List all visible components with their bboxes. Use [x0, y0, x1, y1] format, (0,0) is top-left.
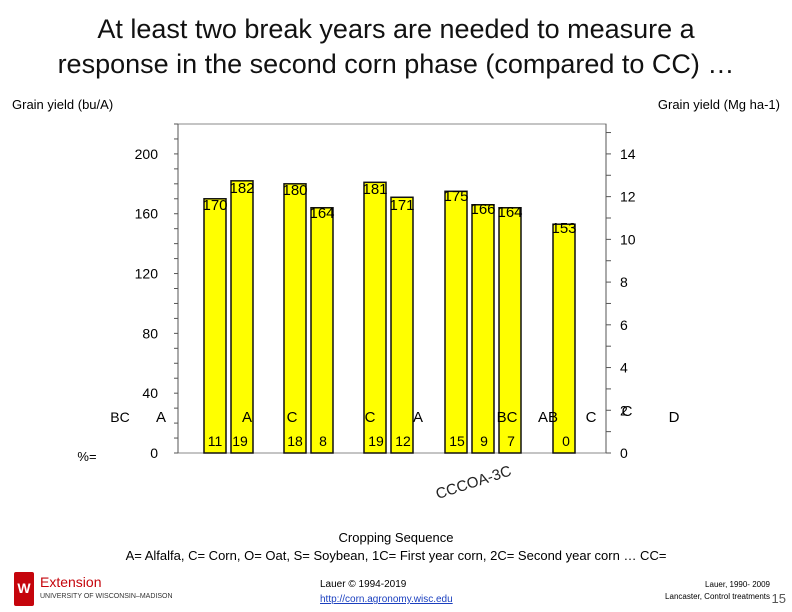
letters-row-label: BC — [110, 409, 129, 425]
value-label: 164 — [497, 204, 522, 221]
value-label: 181 — [362, 181, 387, 198]
significance-letter: A — [156, 409, 166, 426]
title-line-1: At least two break years are needed to m… — [97, 14, 695, 44]
percent-label: 8 — [319, 433, 327, 449]
crop-legend-text: A= Alfalfa, C= Corn, O= Oat, S= Soybean,… — [125, 548, 667, 563]
source-note-line-2: Lancaster, Control treatments — [665, 592, 770, 601]
percent-label: 7 — [507, 433, 515, 449]
bar-2 — [230, 180, 254, 454]
value-label: 182 — [229, 180, 254, 197]
y-right-tick-label: 4 — [620, 360, 628, 376]
percent-label: 15 — [449, 433, 465, 449]
right-axis-caption: Grain yield (Mg ha-1) — [657, 97, 780, 112]
y-right-tick-label: 0 — [620, 445, 628, 461]
bar-3 — [283, 183, 307, 454]
percent-label: 19 — [232, 433, 248, 449]
value-label: 180 — [282, 182, 307, 199]
y-right-tick-label: 14 — [620, 146, 636, 162]
significance-letter: BC — [497, 409, 518, 426]
bar-4 — [310, 206, 334, 454]
x-axis-title: Cropping Sequence — [338, 530, 454, 545]
value-label: 166 — [470, 201, 495, 218]
percent-label: 18 — [287, 433, 303, 449]
y-tick-label: 120 — [135, 266, 159, 282]
credit-link[interactable]: http://corn.agronomy.wisc.edu — [320, 594, 453, 605]
bar-9 — [498, 206, 522, 454]
credit-block: Lauer © 1994-2019 http://corn.agronomy.w… — [320, 577, 453, 607]
bar-5 — [363, 181, 387, 454]
percent-label: 0 — [562, 433, 570, 449]
y-right-tick-label: 12 — [620, 189, 636, 205]
significance-letter: C — [586, 409, 597, 426]
percent-label: 12 — [395, 433, 411, 449]
source-note-line-1: Lauer, 1990- 2009 — [705, 580, 770, 589]
y-right-tick-label: 8 — [620, 274, 628, 290]
significance-letter: A — [413, 409, 423, 426]
extension-logo: W Extension UNIVERSITY OF WISCONSIN–MADI… — [14, 572, 184, 610]
significance-letter: A — [242, 409, 252, 426]
uw-crest-icon — [14, 572, 34, 606]
percent-label: 11 — [208, 433, 223, 449]
percent-row-label: %= — [77, 449, 96, 464]
y-tick-label: 40 — [142, 385, 158, 401]
bar-6 — [390, 196, 414, 454]
logo-letter: W — [17, 580, 31, 596]
significance-letter: C — [622, 403, 633, 420]
org-name: Extension — [40, 574, 102, 590]
value-label: 170 — [202, 197, 227, 214]
percent-label: 19 — [368, 433, 384, 449]
credit-line: Lauer © 1994-2019 — [320, 579, 407, 590]
x-tick-label: CCCOA-3C — [434, 462, 514, 502]
y-tick-label: 0 — [150, 445, 158, 461]
bar-10 — [552, 223, 576, 454]
page-number: 15 — [771, 591, 786, 606]
bar-8 — [471, 204, 495, 454]
value-label: 171 — [389, 197, 414, 214]
value-label: 153 — [551, 220, 576, 237]
significance-letter: D — [669, 409, 680, 426]
left-axis-caption: Grain yield (bu/A) — [12, 97, 114, 112]
source-note: Lauer, 1990- 2009 Lancaster, Control tre… — [665, 579, 770, 603]
significance-letter: C — [365, 409, 376, 426]
title-line-2: response in the second corn phase (compa… — [57, 49, 735, 79]
slide-title: At least two break years are needed to m… — [0, 12, 792, 82]
bar-1 — [203, 198, 227, 454]
y-tick-label: 80 — [142, 325, 158, 341]
y-tick-label: 200 — [135, 146, 159, 162]
value-label: 164 — [309, 205, 334, 222]
org-subtitle: UNIVERSITY OF WISCONSIN–MADISON — [40, 593, 173, 600]
y-right-tick-label: 2 — [620, 402, 628, 418]
significance-letter: C — [287, 409, 298, 426]
percent-label: 9 — [480, 433, 488, 449]
y-right-tick-label: 6 — [620, 317, 628, 333]
significance-letter: AB — [538, 409, 558, 426]
y-tick-label: 160 — [135, 206, 159, 222]
bar-7 — [444, 190, 468, 454]
y-right-tick-label: 10 — [620, 231, 636, 247]
value-label: 175 — [443, 188, 468, 205]
